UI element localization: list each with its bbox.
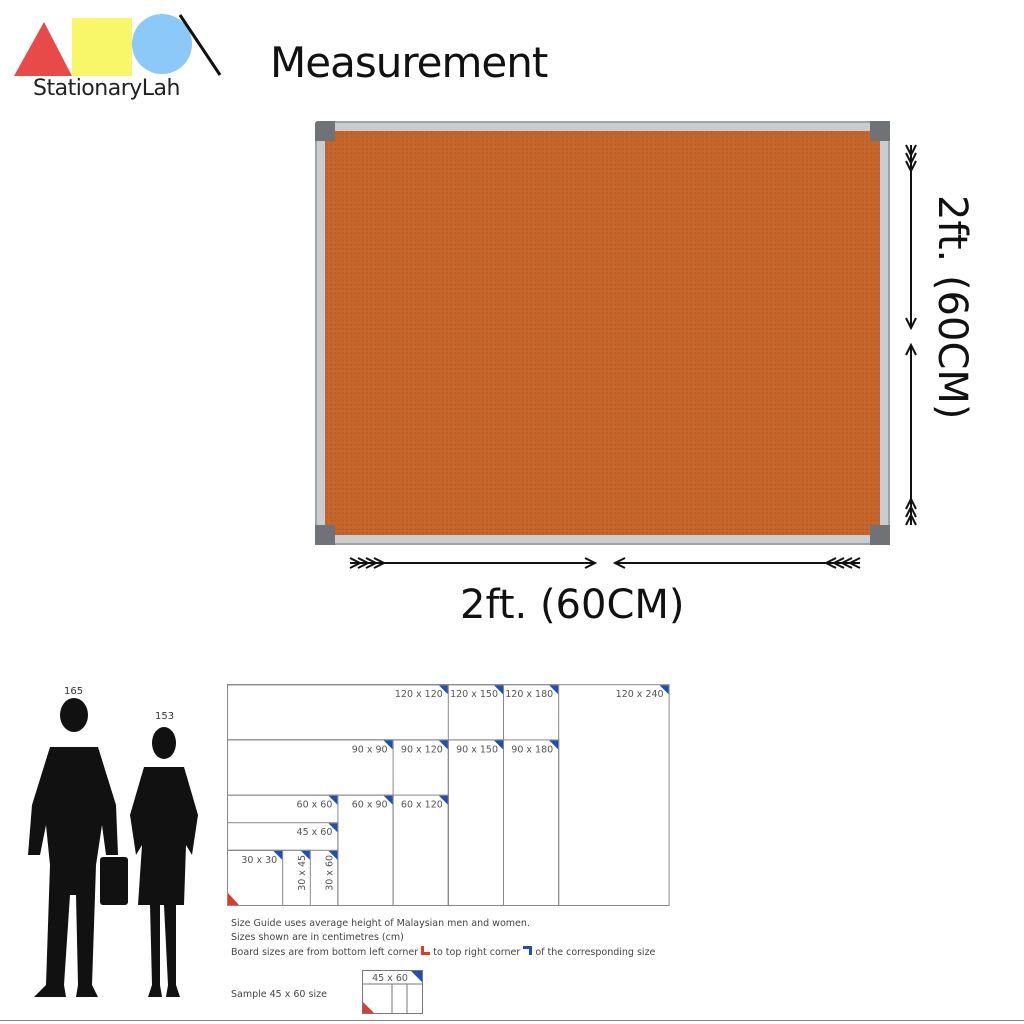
size-label: 45 x 60 — [297, 827, 333, 838]
size-label: 120 x 120 — [395, 689, 443, 700]
man-height-label: 165 — [64, 686, 84, 697]
people-silhouettes — [28, 698, 198, 997]
note-line: Board sizes are from bottom left corner … — [231, 946, 655, 958]
cork-surface — [325, 131, 880, 535]
cork-board — [315, 121, 890, 545]
size-label: 120 x 180 — [505, 689, 553, 700]
woman-height-label: 153 — [155, 711, 175, 722]
size-label: 30 x 45 — [297, 855, 308, 891]
top-right-corner-icon — [494, 740, 503, 750]
size-outline — [227, 849, 339, 906]
woman-silhouette-icon — [130, 727, 198, 997]
logo — [0, 0, 240, 120]
note-text: to top right corner — [433, 947, 521, 958]
note-line: Sizes shown are in centimetres (cm) — [231, 932, 404, 943]
bottom-left-corner-icon — [421, 946, 431, 955]
bottom-left-corner-icon — [228, 893, 239, 905]
top-right-corner-icon — [438, 740, 448, 750]
top-right-corner-icon — [273, 850, 283, 860]
size-label: 30 x 60 — [324, 855, 335, 891]
page-title: Measurement — [270, 38, 548, 87]
size-label: 90 x 180 — [511, 744, 553, 755]
sample-box-label: 45 x 60 — [372, 973, 408, 984]
note-line: Size Guide uses average height of Malays… — [231, 918, 530, 929]
sample-label: Sample 45 x 60 size — [231, 989, 327, 1000]
note-text: Board sizes are from bottom left corner — [231, 947, 419, 958]
top-right-corner-icon — [549, 740, 559, 750]
width-label: 2ft. (60CM) — [460, 582, 685, 628]
size-label: 120 x 240 — [616, 689, 664, 700]
top-right-corner-icon — [494, 685, 503, 695]
top-right-corner-icon — [328, 823, 338, 833]
top-right-corner-icon — [328, 850, 338, 860]
size-label: 30 x 30 — [241, 855, 277, 866]
top-right-corner-icon — [300, 850, 310, 860]
top-right-corner-icon — [438, 685, 448, 695]
note-text: of the corresponding size — [535, 947, 656, 958]
top-right-corner-icon — [549, 685, 559, 695]
top-right-corner-icon — [383, 740, 393, 750]
top-right-corner-icon — [328, 795, 338, 805]
size-label: 60 x 90 — [352, 800, 388, 811]
top-right-corner-icon — [438, 795, 448, 805]
size-label: 60 x 60 — [297, 800, 333, 811]
divider — [0, 1020, 1024, 1021]
man-silhouette-icon — [28, 698, 128, 997]
frame-corner — [870, 121, 890, 141]
sample-box: 45 x 60 — [362, 970, 423, 1014]
top-right-corner-icon — [659, 685, 669, 695]
size-label: 90 x 120 — [401, 744, 443, 755]
size-label: 90 x 90 — [352, 744, 388, 755]
logo-shapes-icon — [14, 14, 222, 76]
top-right-corner-icon — [383, 795, 393, 805]
size-label: 90 x 150 — [456, 744, 498, 755]
brand-name: StationaryLah — [33, 76, 180, 101]
top-right-corner-icon — [523, 946, 533, 955]
frame-corner — [870, 525, 890, 545]
frame-corner — [315, 525, 335, 545]
dimension-arrows-icon — [349, 144, 917, 569]
size-label: 60 x 120 — [401, 800, 443, 811]
size-label: 120 x 150 — [450, 689, 498, 700]
frame-corner — [315, 121, 335, 141]
